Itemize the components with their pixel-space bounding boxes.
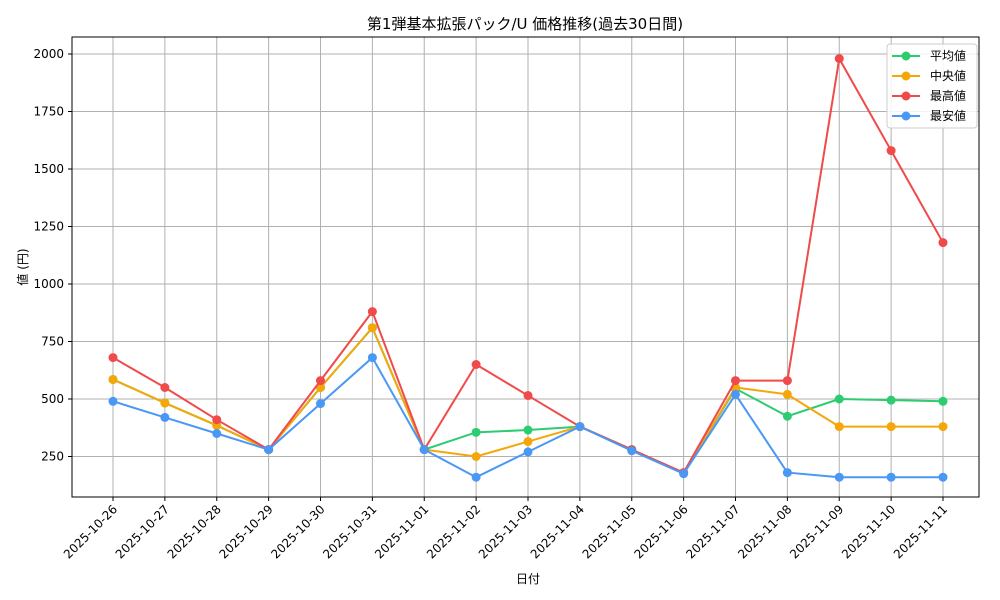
data-point: [938, 472, 948, 482]
legend-label: 中央値: [930, 68, 966, 83]
data-point: [938, 238, 948, 248]
data-point: [160, 398, 170, 408]
data-point: [108, 353, 118, 363]
y-tick-label: 1500: [33, 162, 64, 176]
data-point: [834, 472, 844, 482]
data-point: [782, 468, 792, 478]
x-tick-label: 2025-11-06: [632, 502, 691, 561]
x-tick-label: 2025-11-03: [476, 502, 535, 561]
legend-label: 最高値: [930, 88, 966, 103]
x-tick-label: 2025-11-09: [787, 502, 846, 561]
series-3: [108, 353, 948, 482]
data-point: [160, 383, 170, 392]
data-point: [938, 422, 948, 432]
y-tick-label: 1250: [33, 220, 64, 234]
data-point: [367, 307, 377, 317]
data-point: [264, 445, 274, 455]
data-point: [938, 396, 948, 406]
legend-label: 最安値: [930, 108, 966, 123]
legend-item: 最安値: [892, 108, 966, 123]
y-tick-label: 1750: [33, 105, 64, 119]
data-point: [108, 374, 118, 384]
y-axis-label: 値 (円): [15, 248, 30, 285]
x-tick-label: 2025-11-04: [528, 502, 587, 561]
data-point: [627, 446, 637, 456]
data-point: [575, 422, 585, 432]
data-point: [782, 376, 792, 386]
data-point: [782, 389, 792, 399]
data-point: [160, 412, 170, 422]
legend-marker-icon: [901, 71, 911, 81]
data-point: [886, 422, 896, 432]
data-point: [834, 54, 844, 64]
x-axis-label: 日付: [516, 572, 540, 586]
data-point: [731, 389, 740, 399]
legend-label: 平均値: [930, 48, 966, 63]
x-axis: 2025-10-262025-10-272025-10-282025-10-29…: [61, 497, 950, 561]
x-tick-label: 2025-11-05: [580, 502, 639, 561]
x-tick-label: 2025-11-10: [839, 502, 898, 561]
x-tick-label: 2025-11-01: [372, 502, 431, 561]
x-tick-label: 2025-10-29: [217, 502, 276, 561]
x-tick-label: 2025-11-11: [891, 502, 950, 561]
legend-marker-icon: [901, 91, 911, 101]
data-point: [782, 411, 792, 421]
legend-item: 平均値: [892, 48, 966, 63]
data-point: [679, 469, 689, 479]
series-lines: [108, 54, 948, 482]
legend-item: 中央値: [892, 68, 966, 83]
data-point: [471, 472, 481, 482]
data-point: [471, 360, 481, 369]
x-tick-label: 2025-10-30: [268, 502, 327, 561]
y-tick-label: 250: [41, 450, 64, 464]
y-tick-label: 500: [41, 392, 64, 406]
x-tick-label: 2025-11-02: [424, 502, 483, 561]
chart-title: 第1弾基本拡張パック/U 価格推移(過去30日間): [367, 15, 683, 33]
data-point: [212, 415, 222, 425]
x-tick-label: 2025-10-26: [61, 502, 120, 561]
y-tick-label: 2000: [33, 47, 64, 61]
data-point: [886, 146, 896, 156]
data-point: [212, 429, 222, 438]
data-point: [316, 399, 325, 409]
data-point: [471, 427, 481, 437]
data-point: [886, 472, 896, 482]
data-point: [523, 391, 533, 401]
x-tick-label: 2025-11-08: [735, 502, 794, 561]
x-tick-label: 2025-10-27: [113, 502, 172, 561]
data-point: [419, 445, 429, 455]
legend-item: 最高値: [892, 88, 966, 103]
plot-frame: [71, 36, 980, 498]
data-point: [471, 452, 481, 461]
data-point: [108, 396, 118, 406]
data-point: [367, 323, 377, 333]
legend-marker-icon: [901, 51, 911, 61]
legend-marker-icon: [901, 111, 911, 121]
data-point: [886, 395, 896, 405]
y-tick-label: 1000: [33, 277, 64, 291]
data-point: [834, 422, 844, 432]
data-point: [731, 376, 740, 386]
legend-box: [886, 43, 978, 129]
data-point: [834, 394, 844, 404]
data-point: [316, 376, 325, 386]
x-tick-label: 2025-10-28: [165, 502, 224, 561]
data-point: [523, 437, 533, 447]
data-point: [523, 447, 533, 457]
data-point: [523, 425, 533, 435]
y-axis: 250 500 750 1000 1250 1500 1750 2000: [33, 47, 72, 464]
x-tick-label: 2025-10-31: [320, 502, 379, 561]
y-tick-label: 750: [41, 335, 64, 349]
x-tick-label: 2025-11-07: [683, 502, 742, 561]
data-point: [367, 353, 377, 363]
